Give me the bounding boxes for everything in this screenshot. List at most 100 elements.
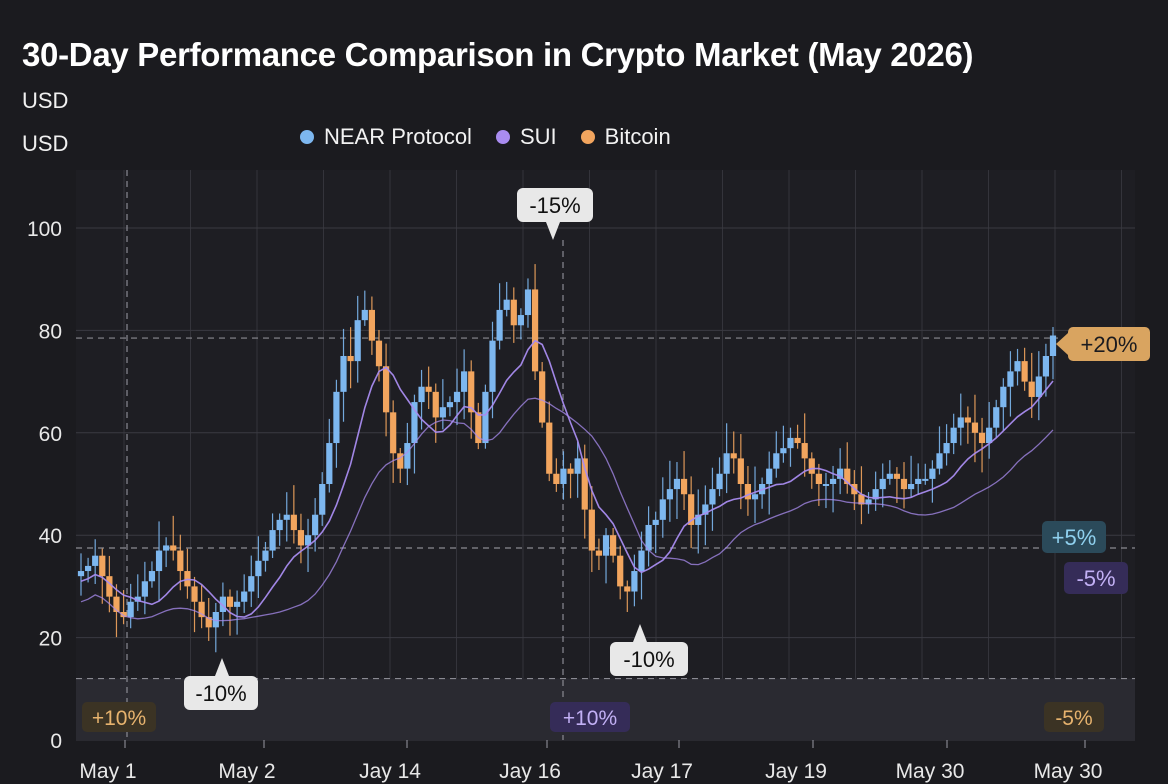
candle-body bbox=[241, 591, 248, 602]
candle-body bbox=[233, 601, 241, 607]
candle-body bbox=[453, 391, 461, 403]
x-tick-label: May 30 bbox=[1034, 760, 1103, 783]
candle-near bbox=[155, 521, 163, 601]
candle-near bbox=[773, 431, 780, 478]
candle-near bbox=[92, 539, 99, 585]
candle-body bbox=[347, 356, 354, 362]
candle-near bbox=[915, 463, 922, 495]
candle-body bbox=[943, 443, 950, 454]
chart-title: 30-Day Performance Comparison in Crypto … bbox=[22, 36, 974, 73]
candle-near bbox=[1035, 351, 1042, 421]
candle-body bbox=[872, 489, 879, 500]
candle-body bbox=[531, 289, 539, 372]
candle-bitcoin bbox=[688, 476, 695, 549]
candle-near bbox=[333, 379, 340, 468]
candle-near bbox=[929, 460, 936, 503]
candle-body bbox=[964, 417, 971, 423]
candle-body bbox=[361, 309, 368, 321]
candle-bitcoin bbox=[581, 444, 588, 539]
candle-bitcoin bbox=[198, 585, 205, 629]
candle-body bbox=[716, 473, 723, 490]
candle-near bbox=[411, 394, 418, 474]
legend-label-sui: SUI bbox=[519, 124, 557, 149]
candle-near bbox=[993, 399, 1000, 439]
candle-body bbox=[496, 309, 503, 341]
candle-near bbox=[219, 582, 226, 627]
value-badge: -5% bbox=[1064, 562, 1128, 594]
candle-bitcoin bbox=[893, 467, 901, 503]
candle-bitcoin bbox=[382, 343, 390, 437]
callout-pointer bbox=[633, 624, 647, 642]
candle-body bbox=[163, 545, 170, 551]
candle-near bbox=[148, 561, 156, 588]
candle-bitcoin bbox=[680, 451, 688, 511]
candle-body bbox=[269, 530, 276, 551]
legend-item-sui: SUI bbox=[495, 124, 557, 150]
bottom-band-label-box bbox=[82, 702, 156, 732]
candle-bitcoin bbox=[978, 417, 986, 473]
candle-body bbox=[581, 458, 588, 510]
candle-near bbox=[638, 531, 645, 600]
candle-body bbox=[780, 448, 787, 454]
candle-body bbox=[304, 535, 312, 546]
candle-near bbox=[496, 283, 503, 350]
candle-near bbox=[404, 422, 411, 486]
candle-body bbox=[99, 555, 106, 577]
y-axis-unit-label: USD bbox=[22, 88, 69, 113]
candle-near bbox=[837, 448, 844, 495]
candle-body bbox=[155, 550, 163, 572]
candle-bitcoin bbox=[510, 287, 517, 343]
candle-body bbox=[787, 437, 794, 449]
candle-body bbox=[886, 473, 893, 479]
candle-body bbox=[567, 468, 574, 474]
legend-swatch-sui bbox=[495, 130, 510, 144]
candle-bitcoin bbox=[397, 447, 404, 483]
callout-text: -10% bbox=[623, 647, 674, 672]
candle-near bbox=[446, 396, 454, 417]
candle-body bbox=[808, 458, 815, 474]
candle-bitcoin bbox=[801, 413, 808, 477]
candle-near bbox=[709, 467, 716, 531]
candle-near bbox=[517, 308, 524, 340]
grid-lines bbox=[76, 170, 1135, 741]
candle-body bbox=[340, 356, 347, 392]
candle-body bbox=[900, 478, 908, 490]
candle-body bbox=[1042, 356, 1050, 377]
candle-body bbox=[177, 550, 184, 572]
candle-body bbox=[333, 391, 340, 444]
candle-body bbox=[262, 550, 269, 561]
candle-near bbox=[723, 423, 730, 494]
candle-body bbox=[439, 407, 446, 418]
candle-body bbox=[255, 560, 262, 577]
candle-body bbox=[276, 519, 283, 531]
candle-body bbox=[624, 586, 631, 592]
candle-body bbox=[858, 494, 865, 505]
callout-pointer bbox=[215, 658, 229, 676]
sui-moving-average-slow bbox=[80, 397, 1054, 622]
candle-body bbox=[957, 417, 964, 428]
x-tick-label: May 30 bbox=[896, 760, 965, 783]
callout-text: -15% bbox=[529, 193, 580, 218]
candle-near bbox=[822, 472, 830, 509]
candle-near bbox=[233, 590, 241, 635]
candle-near bbox=[645, 506, 652, 567]
candle-body bbox=[191, 586, 198, 602]
candle-near bbox=[326, 418, 333, 493]
candle-body bbox=[574, 458, 581, 474]
candle-body bbox=[986, 427, 993, 444]
bottom-band-label: +10% bbox=[82, 702, 156, 732]
candle-body bbox=[773, 453, 780, 469]
candle-near bbox=[482, 384, 489, 449]
candle-body bbox=[411, 402, 418, 444]
candle-near bbox=[936, 426, 943, 475]
candle-bitcoin bbox=[468, 360, 475, 439]
candle-near bbox=[1014, 348, 1021, 386]
candle-near bbox=[879, 463, 886, 508]
candle-body bbox=[354, 320, 361, 362]
candle-near bbox=[141, 561, 148, 615]
candle-body bbox=[248, 576, 255, 592]
y-tick-label: 100 bbox=[27, 218, 62, 241]
candle-body bbox=[141, 581, 148, 597]
candle-bitcoin bbox=[858, 466, 865, 525]
candle-near bbox=[666, 460, 673, 522]
